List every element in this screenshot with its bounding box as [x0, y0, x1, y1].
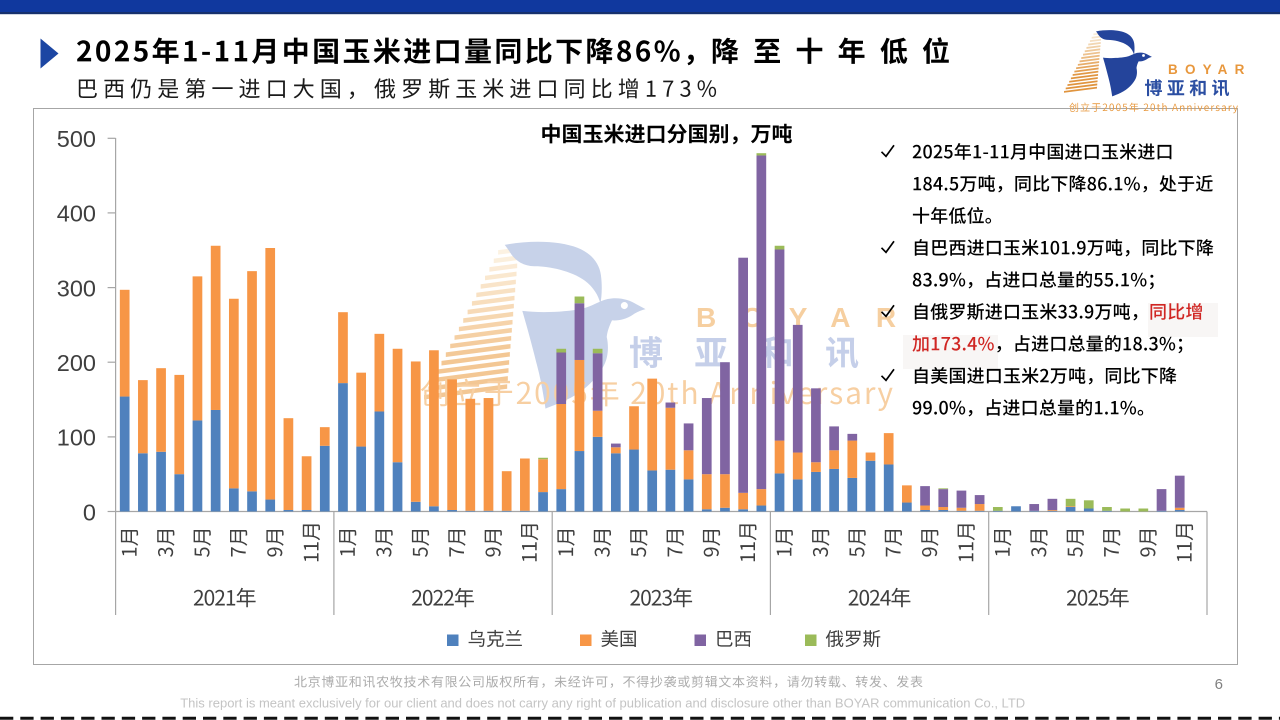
svg-text:200: 200 [57, 350, 96, 376]
svg-text:BOYAR: BOYAR [1168, 62, 1252, 77]
svg-text:400: 400 [57, 201, 96, 227]
svg-text:0: 0 [83, 499, 96, 525]
svg-text:300: 300 [57, 275, 96, 301]
svg-text:100: 100 [57, 425, 96, 451]
svg-text:500: 500 [57, 126, 96, 152]
svg-text:BOYAR: BOYAR [696, 302, 922, 333]
svg-text:This report is meant exclusive: This report is meant exclusively for our… [180, 696, 1025, 711]
svg-text:6: 6 [1215, 676, 1223, 693]
